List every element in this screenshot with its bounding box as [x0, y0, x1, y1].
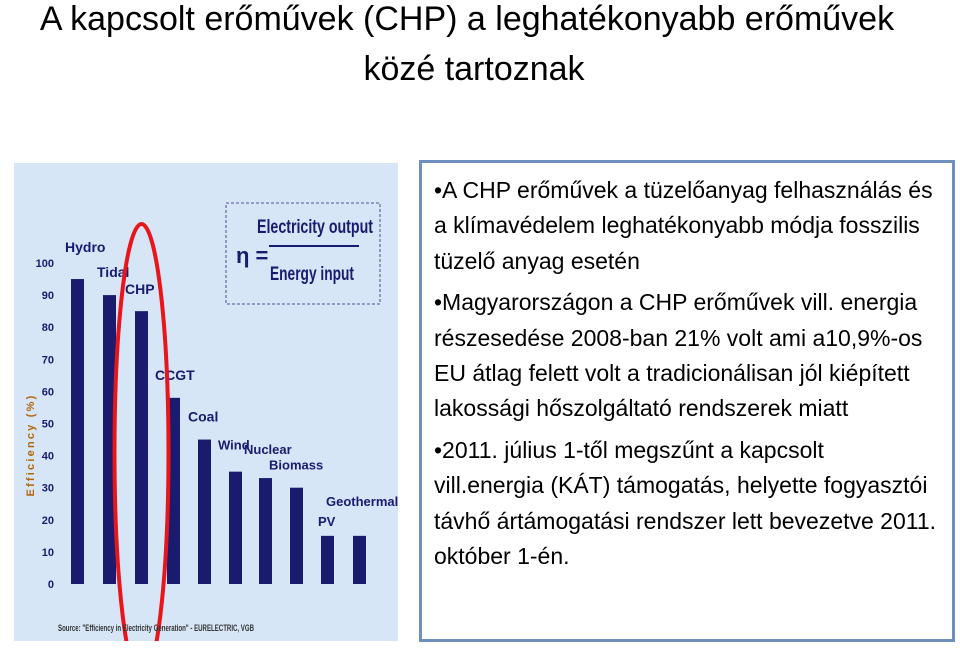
- bar-label-tidal: Tidal: [97, 264, 129, 280]
- bar-label-pv: PV: [318, 514, 336, 529]
- efficiency-chart: Efficiency (%) 0 10 20 30 40 50 60 70 80 90 100 Hy…: [14, 163, 398, 641]
- bar-label-biomass: Biomass: [269, 458, 323, 473]
- bar-chp: [135, 311, 148, 584]
- slide-title: A kapcsolt erőművek (CHP) a leghatékonya…: [0, 0, 960, 94]
- bullet-item-2: •Magyarországon a CHP erőművek vill. ene…: [434, 289, 923, 422]
- formula-box: [225, 202, 381, 305]
- y-tick-70: 70: [42, 354, 54, 366]
- y-tick-10: 10: [42, 547, 54, 559]
- y-axis-title-group: Efficiency (%): [25, 394, 37, 497]
- formula-numerator: Electricity output: [257, 217, 373, 238]
- slide-title-line-2: közé tartoznak: [363, 50, 585, 88]
- bar-wind: [229, 471, 242, 584]
- bar-nuclear: [259, 478, 272, 584]
- y-tick-30: 30: [42, 483, 54, 495]
- slide-title-line-1: A kapcsolt erőművek (CHP) a leghatékonya…: [39, 0, 895, 38]
- bar-hydro: [71, 279, 84, 584]
- y-axis-ticks: 0 10 20 30 40 50 60 70 80 90 100: [36, 258, 54, 591]
- bar-label-nuclear: Nuclear: [244, 442, 292, 457]
- chp-highlight-ellipse: [112, 222, 171, 641]
- formula-denominator: Energy input: [270, 264, 354, 285]
- y-tick-40: 40: [42, 451, 54, 463]
- y-tick-80: 80: [42, 322, 54, 334]
- y-tick-100: 100: [36, 258, 54, 270]
- y-tick-60: 60: [42, 386, 54, 398]
- formula-eta: η =: [236, 243, 268, 268]
- bar-pv: [321, 535, 334, 584]
- y-tick-20: 20: [42, 515, 54, 527]
- bar-label-chp: CHP: [125, 281, 155, 297]
- bar-geothermal: [353, 535, 366, 584]
- bar-label-wind: Wind: [218, 438, 250, 453]
- bullet-item-3: •2011. július 1-től megszűnt a kapcsolt …: [434, 436, 937, 570]
- bar-label-geothermal: Geothermal: [326, 494, 398, 509]
- info-text-box: •A CHP erőművek a tüzelőanyag felhasznál…: [419, 160, 955, 642]
- y-axis-title: Efficiency (%): [25, 394, 37, 497]
- bar-biomass: [290, 487, 303, 584]
- bar-tidal: [103, 295, 116, 584]
- bar-label-ccgt: CCGT: [155, 367, 195, 383]
- efficiency-chart-svg: Efficiency (%) 0 10 20 30 40 50 60 70 80 90 100 Hy…: [25, 202, 398, 641]
- y-tick-0: 0: [48, 579, 54, 591]
- y-tick-50: 50: [42, 419, 54, 431]
- y-tick-90: 90: [42, 290, 54, 302]
- bullet-item-1: •A CHP erőművek a tüzelőanyag felhasznál…: [434, 177, 933, 274]
- bar-coal: [198, 439, 211, 584]
- bar-label-hydro: Hydro: [65, 239, 105, 255]
- bar-label-coal: Coal: [188, 409, 218, 425]
- chart-source: Source: "Efficiency in Electricity Gener…: [58, 623, 254, 633]
